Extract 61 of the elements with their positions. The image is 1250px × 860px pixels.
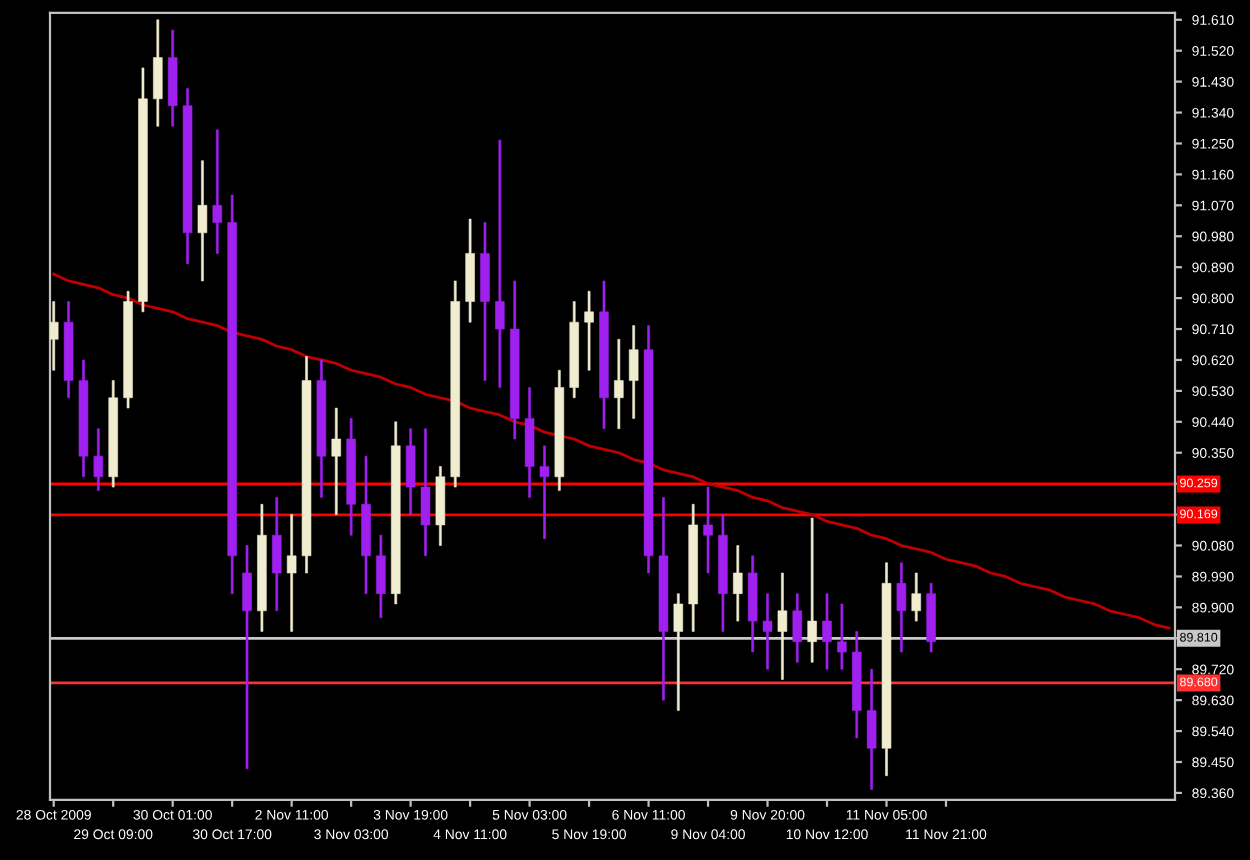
candlestick xyxy=(376,534,386,618)
candlestick xyxy=(524,387,535,498)
candlestick xyxy=(153,19,163,127)
candlestick xyxy=(539,445,550,539)
candlestick xyxy=(628,325,639,419)
candlestick xyxy=(509,280,520,440)
candlestick xyxy=(435,466,446,546)
candlestick xyxy=(554,369,565,491)
candlestick xyxy=(926,583,936,653)
candlestick xyxy=(881,562,892,777)
candlestick xyxy=(212,129,223,254)
candlestick xyxy=(182,88,193,265)
candlestick xyxy=(405,428,416,515)
candlestick xyxy=(63,301,74,399)
candlestick xyxy=(391,421,401,605)
candlestick xyxy=(495,139,505,388)
candlestick xyxy=(658,497,669,701)
candlestick xyxy=(911,572,921,622)
candlestick xyxy=(361,455,371,594)
candlestick xyxy=(643,325,654,574)
candlestick xyxy=(242,545,252,770)
candlestick xyxy=(123,290,133,409)
candlestick xyxy=(733,545,743,622)
candlestick xyxy=(93,428,104,491)
candlestick xyxy=(852,631,862,739)
candlestick xyxy=(673,593,684,711)
candlestick xyxy=(896,562,907,653)
candlestick xyxy=(286,514,297,632)
candlestick xyxy=(599,280,609,429)
candlestick xyxy=(614,339,624,429)
line-series xyxy=(52,272,1171,630)
candlestick xyxy=(138,67,148,313)
candlestick xyxy=(569,301,579,399)
candlestick xyxy=(807,517,817,663)
candlestick xyxy=(762,593,773,670)
candlestick xyxy=(78,359,89,478)
candlestick xyxy=(465,218,475,323)
candlestick xyxy=(301,356,312,574)
candlestick xyxy=(257,504,267,632)
candlestick xyxy=(316,359,327,498)
candlestick xyxy=(792,593,803,663)
candlestick xyxy=(480,222,490,381)
candlestick xyxy=(688,504,698,632)
candlestick xyxy=(450,280,460,488)
candlestick xyxy=(718,514,728,632)
candlestick xyxy=(272,497,282,612)
candlestick xyxy=(747,555,758,653)
candlestick xyxy=(50,301,59,371)
candlestick xyxy=(777,572,788,680)
candlestick xyxy=(822,593,832,670)
candlestick xyxy=(584,290,594,371)
candlestick xyxy=(866,668,877,790)
candlestick xyxy=(167,29,178,127)
candlestick xyxy=(420,428,431,557)
candlestick xyxy=(227,194,237,594)
candlestick xyxy=(108,380,118,488)
candlestick xyxy=(837,603,847,670)
candlestick xyxy=(331,407,342,515)
candlestick xyxy=(197,160,208,282)
candlestick xyxy=(346,418,356,536)
candlestick xyxy=(703,486,713,574)
